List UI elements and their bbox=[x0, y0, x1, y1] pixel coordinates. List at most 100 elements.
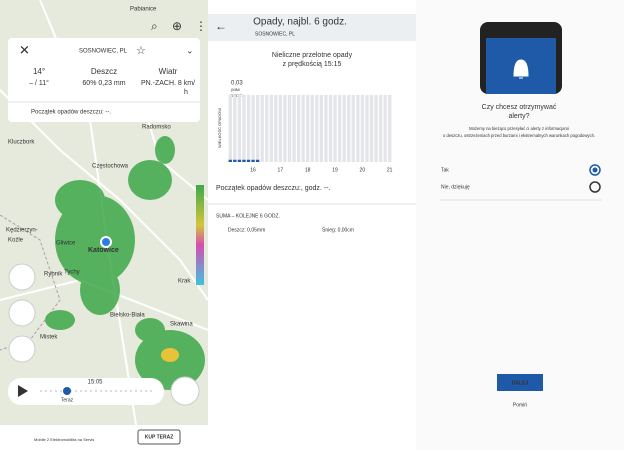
skip-label[interactable]: Pomiń bbox=[513, 402, 527, 408]
bar-background bbox=[360, 95, 365, 162]
lightning-button[interactable] bbox=[8, 263, 36, 291]
place-label: Pabianice bbox=[130, 7, 157, 13]
timeline-thumb[interactable] bbox=[63, 387, 71, 395]
bar-background bbox=[283, 95, 287, 162]
bar-background bbox=[347, 95, 351, 162]
bell-icon bbox=[513, 59, 529, 79]
place-label: Tychy bbox=[64, 270, 80, 276]
summary: Nieliczne przelotne opady bbox=[272, 52, 353, 59]
summary: z prędkością 15:15 bbox=[283, 61, 342, 68]
question: alerty? bbox=[508, 113, 529, 120]
bar-background bbox=[274, 95, 278, 162]
bar-background bbox=[310, 95, 314, 162]
wind-button[interactable] bbox=[8, 299, 36, 327]
place-label: Mistek bbox=[40, 335, 58, 341]
weather-card bbox=[8, 38, 200, 122]
bar-background bbox=[333, 95, 337, 162]
radar-heavy bbox=[161, 348, 179, 362]
bar-background bbox=[378, 95, 383, 162]
ad-button-label[interactable]: KUP TERAZ bbox=[145, 434, 174, 440]
forecast-panel bbox=[208, 0, 416, 450]
description: Możemy na bieżąco przesyłać ci alerty z … bbox=[469, 126, 569, 131]
wind-label: Wiatr bbox=[159, 67, 178, 76]
legend-strip bbox=[196, 185, 204, 285]
menu-icon[interactable]: ⋮ bbox=[195, 19, 207, 33]
bar-background bbox=[292, 95, 296, 162]
bar-background bbox=[242, 95, 246, 162]
place-label: Radomsko bbox=[142, 125, 171, 131]
rain-label: Deszcz bbox=[91, 67, 117, 76]
place-label: Gliwice bbox=[56, 241, 76, 247]
place-label: Kluczbork bbox=[8, 140, 35, 146]
star-icon[interactable]: ☆ bbox=[136, 45, 146, 57]
description: o deszczu, ostrzeżeniach przed burzami i… bbox=[443, 133, 595, 138]
bar-background bbox=[301, 95, 305, 162]
place-label: Bielsko-Biała bbox=[110, 313, 145, 319]
ad-button[interactable] bbox=[137, 429, 181, 445]
radio[interactable] bbox=[589, 181, 601, 193]
bar-background bbox=[287, 95, 292, 162]
rain-sum: Deszcz: 0,05mm bbox=[228, 227, 265, 233]
bar-background bbox=[233, 95, 237, 162]
snow-sum: Śnieg: 0,00cm bbox=[322, 225, 354, 233]
bar-background bbox=[324, 95, 328, 162]
bar-background bbox=[315, 95, 319, 162]
bar bbox=[237, 159, 242, 162]
bar-background bbox=[319, 95, 324, 162]
timeline-time: 15:05 bbox=[87, 380, 103, 386]
location-dot bbox=[100, 236, 112, 248]
bar-background bbox=[388, 95, 392, 162]
bar-background bbox=[342, 95, 346, 162]
play-button[interactable] bbox=[18, 385, 28, 397]
fullscreen-button[interactable] bbox=[8, 335, 36, 363]
x-tick-label: 17 bbox=[278, 167, 284, 173]
bar-background bbox=[306, 95, 310, 162]
next-button[interactable] bbox=[497, 374, 543, 391]
wind-value: h bbox=[184, 89, 188, 96]
place-label: Katowice bbox=[88, 247, 119, 254]
place-label: Kędzierzyn- bbox=[6, 228, 38, 234]
option-label[interactable]: Tak bbox=[441, 167, 449, 173]
place-label: Koźle bbox=[8, 238, 24, 244]
bar-background bbox=[337, 95, 342, 162]
map-buttons bbox=[8, 263, 200, 406]
bar bbox=[242, 159, 246, 162]
option-label[interactable]: Nie, dziękuję bbox=[441, 184, 470, 190]
close-icon[interactable]: ✕ bbox=[19, 42, 30, 57]
bar bbox=[251, 159, 255, 162]
bar bbox=[255, 159, 260, 162]
rain-value: 60% 0,23 mm bbox=[82, 80, 125, 87]
expand-icon[interactable]: ⌄ bbox=[186, 45, 194, 55]
bar-background bbox=[228, 95, 232, 162]
forecast-title: Opady, najbl. 6 godz. bbox=[253, 17, 347, 28]
unit: GODZ.) bbox=[230, 93, 245, 98]
search-icon[interactable]: ⌕ bbox=[151, 19, 158, 33]
bar-background bbox=[269, 95, 273, 162]
locate-icon[interactable]: ⊕ bbox=[172, 19, 182, 33]
bar-background bbox=[296, 95, 301, 162]
layers-button[interactable] bbox=[170, 376, 200, 406]
x-tick-label: 21 bbox=[387, 167, 393, 173]
radio-selected[interactable] bbox=[589, 164, 601, 176]
temp-range: – / 11° bbox=[29, 79, 49, 87]
bar-background bbox=[278, 95, 283, 162]
bar bbox=[246, 159, 251, 162]
bar-background bbox=[260, 95, 264, 162]
bar-background bbox=[328, 95, 333, 162]
y-max-label: 0,03 bbox=[231, 81, 243, 87]
bar-background bbox=[237, 95, 242, 162]
back-arrow[interactable]: ← bbox=[215, 19, 227, 33]
question: Czy chcesz otrzymywać bbox=[482, 104, 557, 111]
y-axis-label: WIELKOŚĆ OPADÓW bbox=[217, 108, 222, 148]
bar-background bbox=[251, 95, 255, 162]
bar-background bbox=[265, 95, 269, 162]
x-tick-label: 18 bbox=[305, 167, 311, 173]
bar-background bbox=[255, 95, 260, 162]
x-tick-label: 20 bbox=[360, 167, 366, 173]
place-label: Krak bbox=[178, 279, 191, 285]
bar-background bbox=[356, 95, 360, 162]
next-label[interactable]: DALEJ bbox=[512, 380, 529, 386]
sum-title: SUMA – KOLEJNE 6 GODZ. bbox=[216, 213, 280, 219]
x-tick-label: 16 bbox=[250, 167, 256, 173]
